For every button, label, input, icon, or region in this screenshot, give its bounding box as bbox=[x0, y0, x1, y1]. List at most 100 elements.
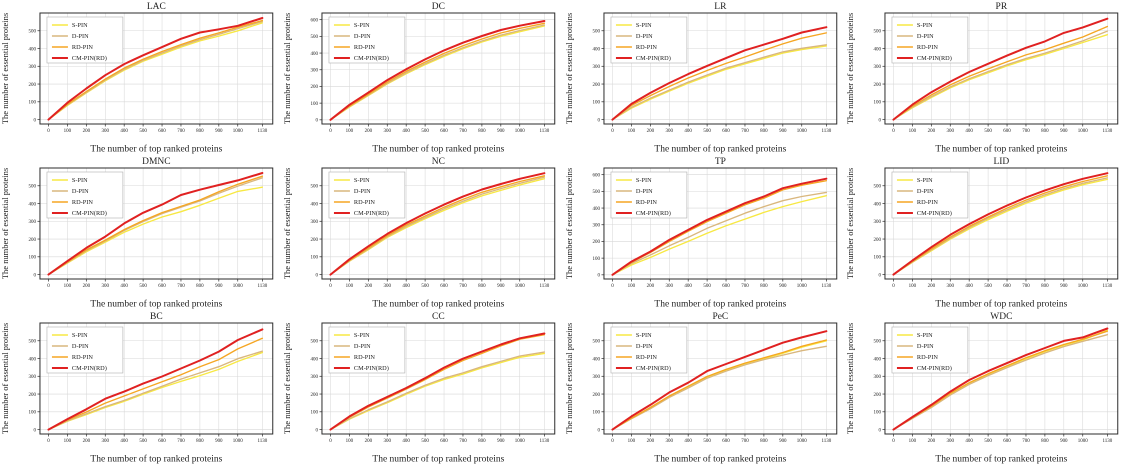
series-line-d-pin bbox=[611, 44, 827, 121]
x-tick-label: 900 bbox=[779, 439, 787, 444]
y-axis-label: The number of essential proteins bbox=[564, 323, 574, 434]
y-tick-label: 0 bbox=[597, 118, 600, 123]
x-tick-label: 400 bbox=[966, 439, 974, 444]
y-tick-label: 400 bbox=[28, 47, 36, 52]
legend-label: S-PIN bbox=[354, 332, 370, 339]
x-tick-label: 1130 bbox=[1103, 439, 1113, 444]
series-line-d-pin bbox=[893, 334, 1109, 431]
y-tick-label: 400 bbox=[310, 52, 318, 57]
series-line-s-pin bbox=[893, 34, 1109, 121]
x-tick-label: 700 bbox=[459, 129, 467, 134]
x-tick-label: 900 bbox=[1060, 284, 1068, 289]
y-axis-label: The number of essential proteins bbox=[0, 323, 10, 434]
x-tick-label: 800 bbox=[760, 284, 768, 289]
x-tick-label: 600 bbox=[1004, 439, 1012, 444]
chart-panel-pr: 0 100 200 300 400 500 600 700 800 900 1000 1130 0 100… bbox=[845, 0, 1127, 155]
legend-label: S-PIN bbox=[917, 22, 933, 29]
legend-label: D-PIN bbox=[635, 33, 652, 40]
x-tick-label: 700 bbox=[177, 129, 185, 134]
y-tick-label: 100 bbox=[28, 411, 36, 416]
x-tick-label: 400 bbox=[120, 284, 128, 289]
series-line-rd-pin bbox=[329, 22, 545, 121]
x-tick-label: 800 bbox=[1041, 439, 1049, 444]
chart-title: LR bbox=[714, 2, 727, 12]
y-tick-label: 200 bbox=[874, 393, 882, 398]
x-tick-label: 400 bbox=[684, 439, 692, 444]
chart-svg-bc: 0 100 200 300 400 500 600 700 800 900 1000 1130 0 100… bbox=[0, 312, 274, 465]
series-line-rd-pin bbox=[893, 175, 1109, 276]
x-tick-label: 700 bbox=[741, 439, 749, 444]
y-tick-label: 100 bbox=[874, 411, 882, 416]
x-tick-label: 200 bbox=[646, 284, 654, 289]
y-tick-label: 100 bbox=[874, 101, 882, 106]
chart-svg-pr: 0 100 200 300 400 500 600 700 800 900 1000 1130 0 100… bbox=[845, 2, 1119, 155]
axes-spine bbox=[602, 12, 837, 125]
x-tick-label: 1000 bbox=[515, 284, 525, 289]
chart-panel-bc: 0 100 200 300 400 500 600 700 800 900 1000 1130 0 100… bbox=[0, 310, 282, 465]
x-tick-label: 500 bbox=[421, 439, 429, 444]
y-tick-label: 400 bbox=[28, 202, 36, 207]
x-tick-label: 500 bbox=[139, 439, 147, 444]
x-tick-label: 700 bbox=[741, 129, 749, 134]
x-tick-label: 600 bbox=[722, 284, 730, 289]
x-tick-label: 400 bbox=[402, 284, 410, 289]
legend-label: S-PIN bbox=[72, 332, 88, 339]
y-tick-label: 400 bbox=[874, 202, 882, 207]
x-tick-label: 900 bbox=[497, 129, 505, 134]
x-tick-label: 600 bbox=[158, 439, 166, 444]
y-axis-label: The number of essential proteins bbox=[845, 168, 855, 279]
x-tick-label: 200 bbox=[646, 129, 654, 134]
chart-title: BC bbox=[150, 312, 163, 322]
x-tick-label: 600 bbox=[440, 129, 448, 134]
x-tick-label: 900 bbox=[215, 439, 223, 444]
x-tick-label: 400 bbox=[966, 129, 974, 134]
x-tick-label: 800 bbox=[196, 439, 204, 444]
x-axis-label: The number of top ranked proteins bbox=[90, 298, 222, 309]
y-tick-label: 0 bbox=[315, 273, 318, 278]
chart-panel-dc: 0 100 200 300 400 500 600 700 800 900 1000 1130 0 100… bbox=[282, 0, 564, 155]
legend-label: D-PIN bbox=[72, 343, 89, 350]
axes-spine bbox=[39, 322, 274, 435]
x-tick-label: 300 bbox=[102, 129, 110, 134]
legend-label: D-PIN bbox=[354, 188, 371, 195]
chart-svg-lr: 0 100 200 300 400 500 600 700 800 900 1000 1130 0 100… bbox=[564, 2, 837, 155]
y-tick-label: 100 bbox=[874, 256, 882, 261]
x-tick-label: 300 bbox=[383, 439, 391, 444]
x-tick-label: 300 bbox=[102, 439, 110, 444]
x-tick-label: 1130 bbox=[821, 439, 831, 444]
x-tick-label: 800 bbox=[1041, 129, 1049, 134]
y-tick-label: 400 bbox=[874, 47, 882, 52]
y-tick-label: 400 bbox=[310, 357, 318, 362]
x-tick-label: 1130 bbox=[539, 284, 549, 289]
series-line-rd-pin bbox=[893, 25, 1109, 121]
x-tick-label: 100 bbox=[345, 284, 353, 289]
x-tick-label: 0 bbox=[611, 129, 614, 134]
series-line-s-pin bbox=[611, 195, 827, 276]
x-axis-label: The number of top ranked proteins bbox=[654, 453, 786, 464]
y-tick-label: 0 bbox=[33, 428, 36, 433]
series-line-d-pin bbox=[893, 30, 1109, 121]
y-axis-label: The number of essential proteins bbox=[564, 168, 574, 279]
x-tick-label: 600 bbox=[722, 439, 730, 444]
y-tick-label: 300 bbox=[310, 220, 318, 225]
x-tick-label: 900 bbox=[779, 129, 787, 134]
x-tick-label: 100 bbox=[909, 129, 917, 134]
x-tick-label: 500 bbox=[421, 284, 429, 289]
series-line-rd-pin bbox=[611, 32, 827, 121]
y-tick-label: 100 bbox=[28, 256, 36, 261]
legend-label: S-PIN bbox=[354, 177, 370, 184]
x-tick-label: 200 bbox=[83, 284, 91, 289]
chart-svg-dmnc: 0 100 200 300 400 500 600 700 800 900 1000 1130 0 100… bbox=[0, 157, 274, 310]
x-tick-label: 1000 bbox=[1078, 284, 1088, 289]
legend-label: RD-PIN bbox=[354, 199, 375, 206]
y-tick-label: 100 bbox=[592, 411, 600, 416]
legend-label: CM-PIN(RD) bbox=[635, 365, 670, 372]
x-tick-label: 900 bbox=[497, 284, 505, 289]
x-tick-label: 600 bbox=[440, 284, 448, 289]
y-tick-label: 400 bbox=[310, 202, 318, 207]
legend-label: RD-PIN bbox=[72, 199, 93, 206]
x-tick-label: 1000 bbox=[796, 129, 806, 134]
legend-label: S-PIN bbox=[72, 22, 88, 29]
legend-label: D-PIN bbox=[917, 188, 934, 195]
y-tick-label: 300 bbox=[874, 375, 882, 380]
